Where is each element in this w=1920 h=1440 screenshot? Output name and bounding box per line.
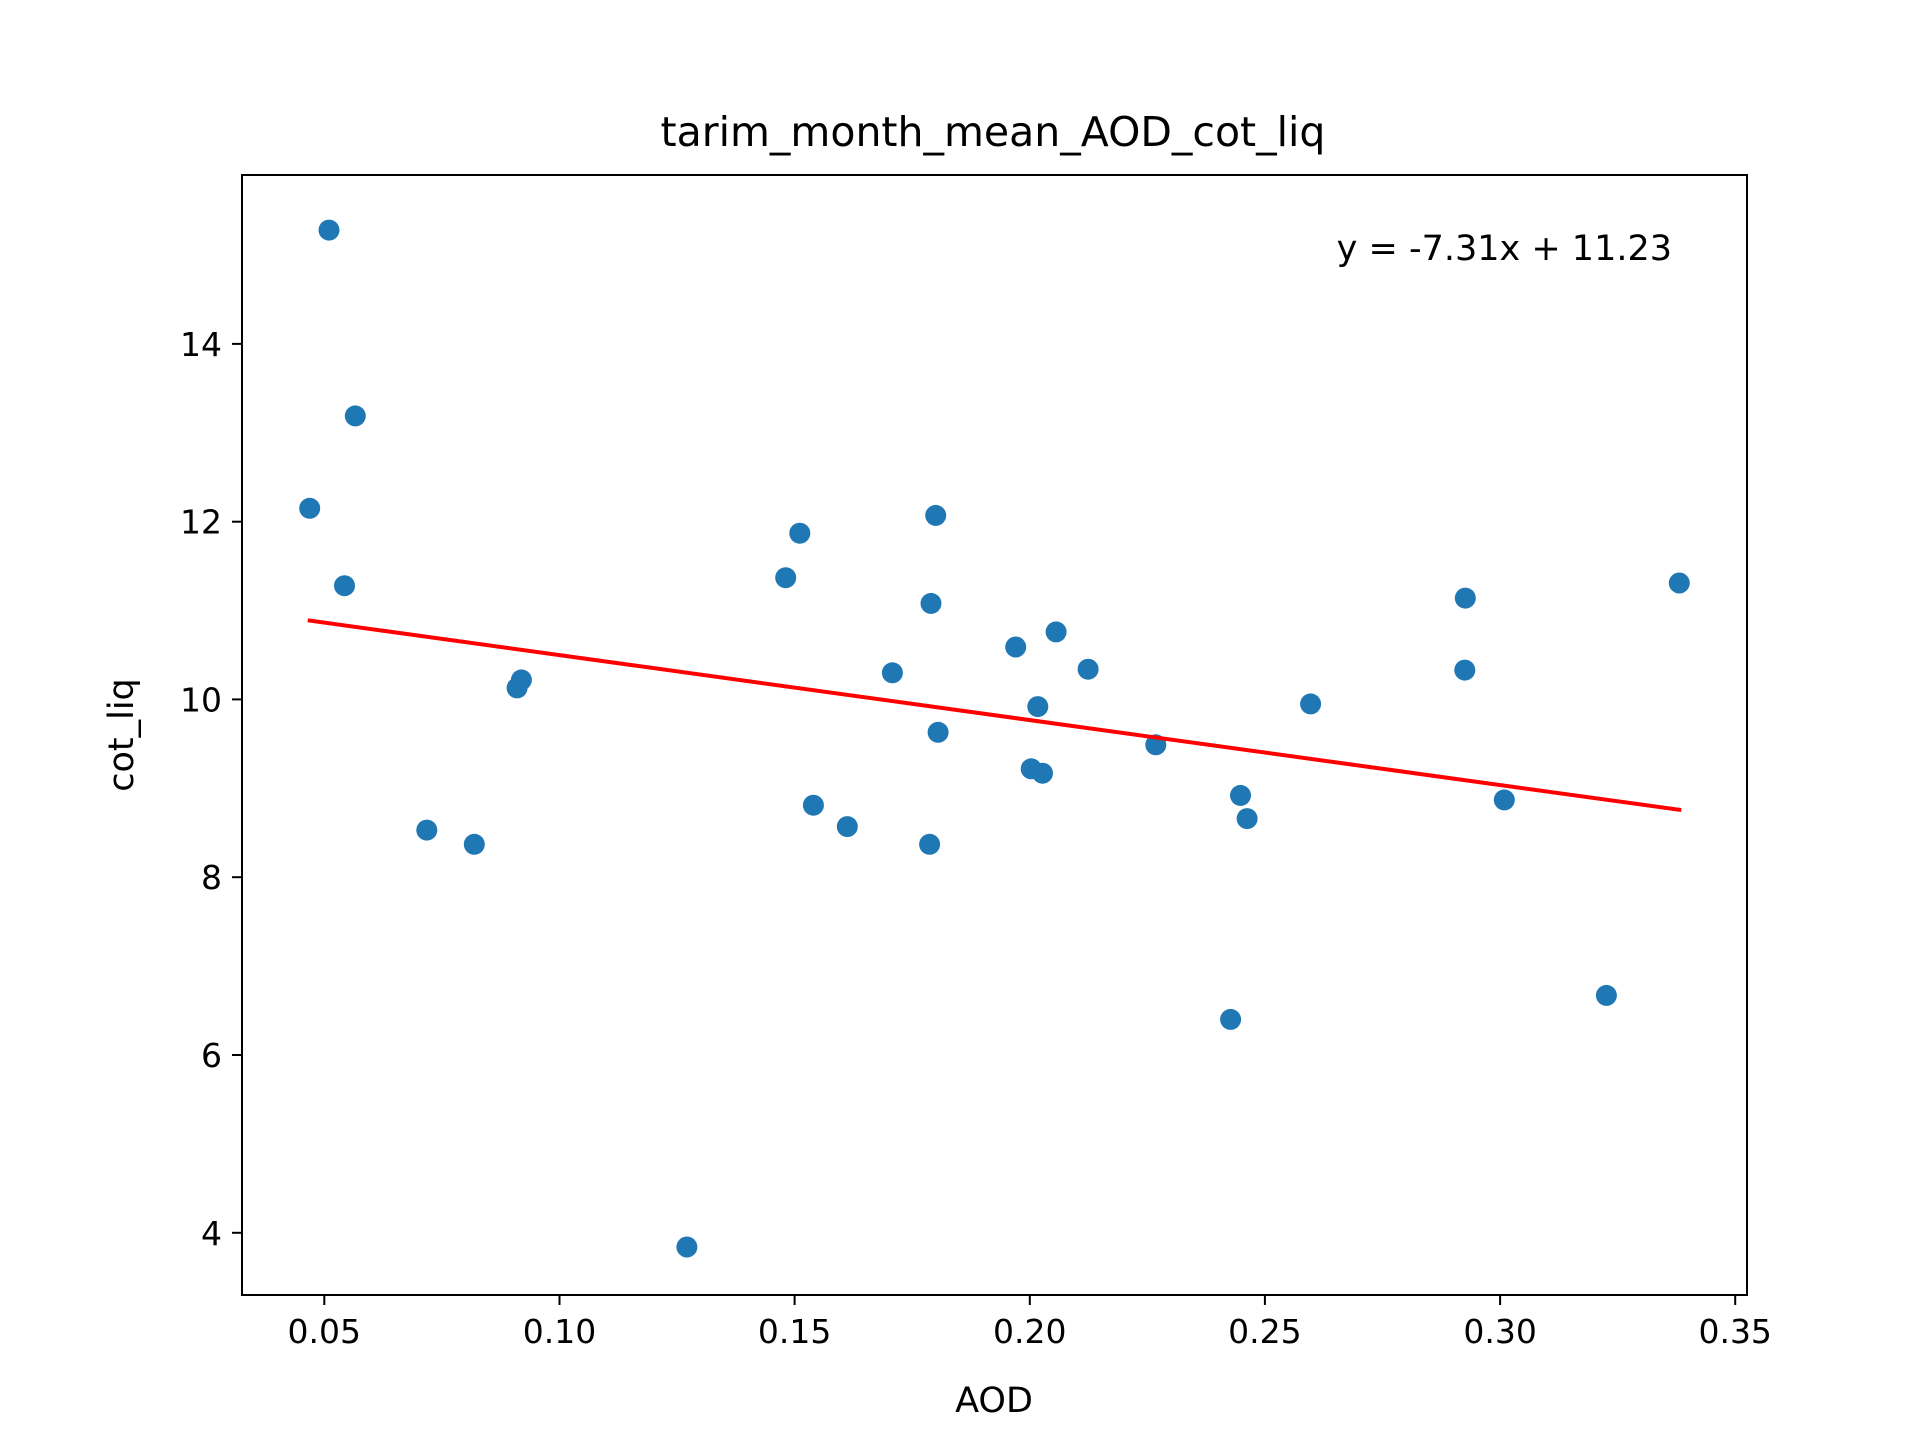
x-tick-label: 0.35	[1698, 1312, 1771, 1351]
x-tick-label: 0.15	[758, 1312, 831, 1351]
scatter-point	[334, 575, 355, 597]
scatter-point	[676, 1236, 698, 1258]
scatter-point	[344, 405, 366, 427]
scatter-point	[1454, 659, 1476, 681]
scatter-point	[510, 669, 532, 691]
scatter-point	[1027, 696, 1049, 718]
y-tick-label: 12	[180, 503, 222, 542]
x-tick-label: 0.05	[288, 1312, 361, 1351]
chart-title: tarim_month_mean_AOD_cot_liq	[661, 108, 1326, 156]
x-tick-label: 0.30	[1463, 1312, 1536, 1351]
scatter-point	[1595, 984, 1617, 1006]
y-axis-label: cot_liq	[102, 678, 142, 792]
scatter-point	[463, 833, 485, 855]
scatter-point	[1236, 808, 1258, 830]
regression-line-layer	[307, 618, 1682, 813]
scatter-point	[881, 662, 903, 684]
y-tick-label: 4	[201, 1214, 222, 1253]
scatter-point	[1077, 658, 1099, 680]
scatter-point	[416, 819, 438, 841]
scatter-point	[1045, 621, 1067, 643]
scatter-point	[802, 794, 824, 816]
x-tick-label: 0.20	[993, 1312, 1066, 1351]
y-axis-ticks: 4 6 8 10 12 14	[180, 325, 242, 1253]
y-tick-label: 10	[180, 680, 222, 719]
regression-equation: y = -7.31x + 11.23	[1337, 229, 1672, 269]
scatter-point	[927, 721, 949, 743]
scatter-point	[789, 522, 811, 544]
plot-area-frame	[241, 174, 1748, 1296]
scatter-point	[1454, 587, 1476, 609]
scatter-point	[1230, 784, 1251, 806]
regression-line	[307, 618, 1682, 813]
y-tick-label: 14	[180, 325, 222, 364]
scatter-point	[775, 567, 797, 589]
scatter-point	[920, 592, 942, 614]
scatter-point	[1493, 789, 1515, 811]
scatter-point	[1300, 693, 1322, 715]
scatter-point	[299, 497, 321, 519]
scatter-point	[1668, 572, 1690, 594]
scatter-point	[1220, 1008, 1242, 1030]
x-tick-label: 0.10	[523, 1312, 596, 1351]
scatter-point	[1005, 636, 1027, 658]
scatter-point	[318, 219, 340, 241]
scatter-point	[836, 816, 858, 838]
scatter-point	[919, 833, 941, 855]
scatter-point	[1032, 762, 1053, 784]
scatter-points	[299, 219, 1690, 1258]
y-tick-label: 8	[201, 858, 222, 897]
x-axis-label: AOD	[955, 1381, 1033, 1421]
y-tick-label: 6	[201, 1036, 222, 1075]
scatter-point	[925, 504, 947, 526]
x-axis-ticks: 0.05 0.10 0.15 0.20 0.25 0.30 0.35	[288, 1295, 1772, 1351]
x-tick-label: 0.25	[1228, 1312, 1301, 1351]
